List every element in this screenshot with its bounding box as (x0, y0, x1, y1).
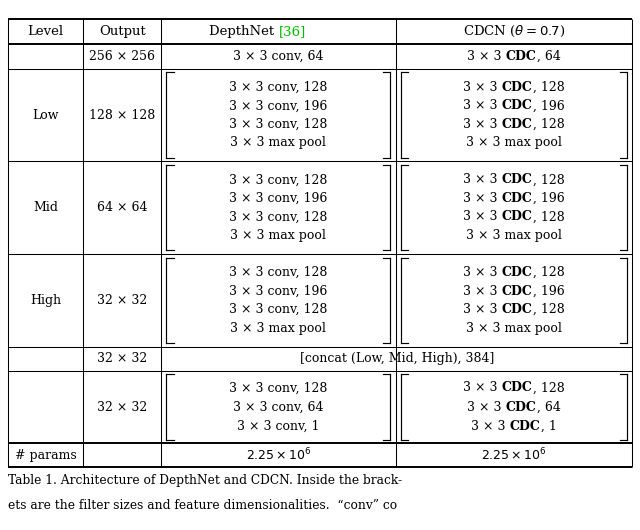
Text: 3 × 3 conv, 64: 3 × 3 conv, 64 (233, 401, 324, 413)
Text: 32 × 32: 32 × 32 (97, 294, 147, 307)
Text: Output: Output (99, 25, 146, 38)
Text: , 1: , 1 (541, 420, 557, 433)
Text: , 128: , 128 (532, 266, 564, 279)
Text: Mid: Mid (33, 201, 58, 214)
Text: 3 × 3: 3 × 3 (467, 401, 506, 413)
Text: ets are the filter sizes and feature dimensionalities.  “conv” co: ets are the filter sizes and feature dim… (8, 499, 397, 513)
Text: 3 × 3 conv, 196: 3 × 3 conv, 196 (229, 285, 328, 297)
Text: 3 × 3 max pool: 3 × 3 max pool (230, 229, 326, 242)
Text: 3 × 3 conv, 128: 3 × 3 conv, 128 (229, 173, 328, 187)
Text: Table 1. Architecture of DepthNet and CDCN. Inside the brack-: Table 1. Architecture of DepthNet and CD… (8, 474, 402, 487)
Text: 3 × 3: 3 × 3 (471, 420, 510, 433)
Text: , 128: , 128 (532, 173, 564, 187)
Text: # params: # params (15, 449, 76, 462)
Text: CDC: CDC (502, 192, 532, 205)
Text: 3 × 3 conv, 196: 3 × 3 conv, 196 (229, 99, 328, 112)
Text: 3 × 3: 3 × 3 (467, 50, 506, 63)
Text: 3 × 3: 3 × 3 (463, 381, 502, 394)
Text: CDC: CDC (502, 210, 532, 224)
Text: 3 × 3: 3 × 3 (463, 210, 502, 224)
Text: CDC: CDC (502, 266, 532, 279)
Text: CDC: CDC (510, 420, 541, 433)
Text: 3 × 3 conv, 128: 3 × 3 conv, 128 (229, 303, 328, 316)
Text: CDC: CDC (502, 285, 532, 297)
Text: CDC: CDC (502, 99, 532, 112)
Text: 3 × 3 conv, 1: 3 × 3 conv, 1 (237, 420, 319, 433)
Text: 3 × 3 conv, 64: 3 × 3 conv, 64 (233, 50, 324, 63)
Text: 3 × 3: 3 × 3 (463, 173, 502, 187)
Text: 3 × 3 max pool: 3 × 3 max pool (230, 136, 326, 149)
Text: 3 × 3: 3 × 3 (463, 99, 502, 112)
Text: 64 × 64: 64 × 64 (97, 201, 147, 214)
Text: 3 × 3 conv, 128: 3 × 3 conv, 128 (229, 266, 328, 279)
Text: CDC: CDC (502, 81, 532, 94)
Text: CDC: CDC (502, 381, 532, 394)
Text: CDCN ($\theta = 0.7$): CDCN ($\theta = 0.7$) (463, 24, 565, 39)
Text: $2.25 \times 10^6$: $2.25 \times 10^6$ (481, 447, 547, 464)
Text: 32 × 32: 32 × 32 (97, 401, 147, 413)
Text: CDC: CDC (502, 118, 532, 131)
Text: Level: Level (28, 25, 63, 38)
Text: 3 × 3: 3 × 3 (463, 192, 502, 205)
Text: , 64: , 64 (537, 401, 561, 413)
Text: CDC: CDC (502, 173, 532, 187)
Text: 3 × 3 max pool: 3 × 3 max pool (230, 322, 326, 334)
Text: 3 × 3: 3 × 3 (463, 303, 502, 316)
Text: 3 × 3 conv, 128: 3 × 3 conv, 128 (229, 118, 328, 131)
Text: 3 × 3: 3 × 3 (463, 118, 502, 131)
Text: CDC: CDC (502, 303, 532, 316)
Text: [concat (Low, Mid, High), 384]: [concat (Low, Mid, High), 384] (300, 352, 494, 365)
Text: 3 × 3 conv, 128: 3 × 3 conv, 128 (229, 210, 328, 224)
Text: 3 × 3 max pool: 3 × 3 max pool (466, 229, 562, 242)
Text: 3 × 3 max pool: 3 × 3 max pool (466, 322, 562, 334)
Text: , 128: , 128 (532, 81, 564, 94)
Text: 256 × 256: 256 × 256 (89, 50, 156, 63)
Text: , 196: , 196 (532, 99, 564, 112)
Text: CDC: CDC (506, 401, 537, 413)
Text: Low: Low (32, 109, 59, 121)
Text: , 196: , 196 (532, 285, 564, 297)
Text: High: High (30, 294, 61, 307)
Text: 3 × 3 conv, 196: 3 × 3 conv, 196 (229, 192, 328, 205)
Text: 3 × 3 max pool: 3 × 3 max pool (466, 136, 562, 149)
Text: , 128: , 128 (532, 118, 564, 131)
Text: [36]: [36] (278, 25, 306, 38)
Text: , 128: , 128 (532, 303, 564, 316)
Text: 3 × 3 conv, 128: 3 × 3 conv, 128 (229, 381, 328, 394)
Text: , 128: , 128 (532, 210, 564, 224)
Text: , 196: , 196 (532, 192, 564, 205)
Text: $2.25 \times 10^6$: $2.25 \times 10^6$ (246, 447, 311, 464)
Text: , 128: , 128 (532, 381, 564, 394)
Text: 3 × 3: 3 × 3 (463, 81, 502, 94)
Text: 3 × 3: 3 × 3 (463, 285, 502, 297)
Text: CDC: CDC (506, 50, 537, 63)
Text: 3 × 3 conv, 128: 3 × 3 conv, 128 (229, 81, 328, 94)
Text: DepthNet: DepthNet (209, 25, 278, 38)
Text: 32 × 32: 32 × 32 (97, 352, 147, 365)
Text: 128 × 128: 128 × 128 (89, 109, 156, 121)
Text: , 64: , 64 (537, 50, 561, 63)
Text: 3 × 3: 3 × 3 (463, 266, 502, 279)
